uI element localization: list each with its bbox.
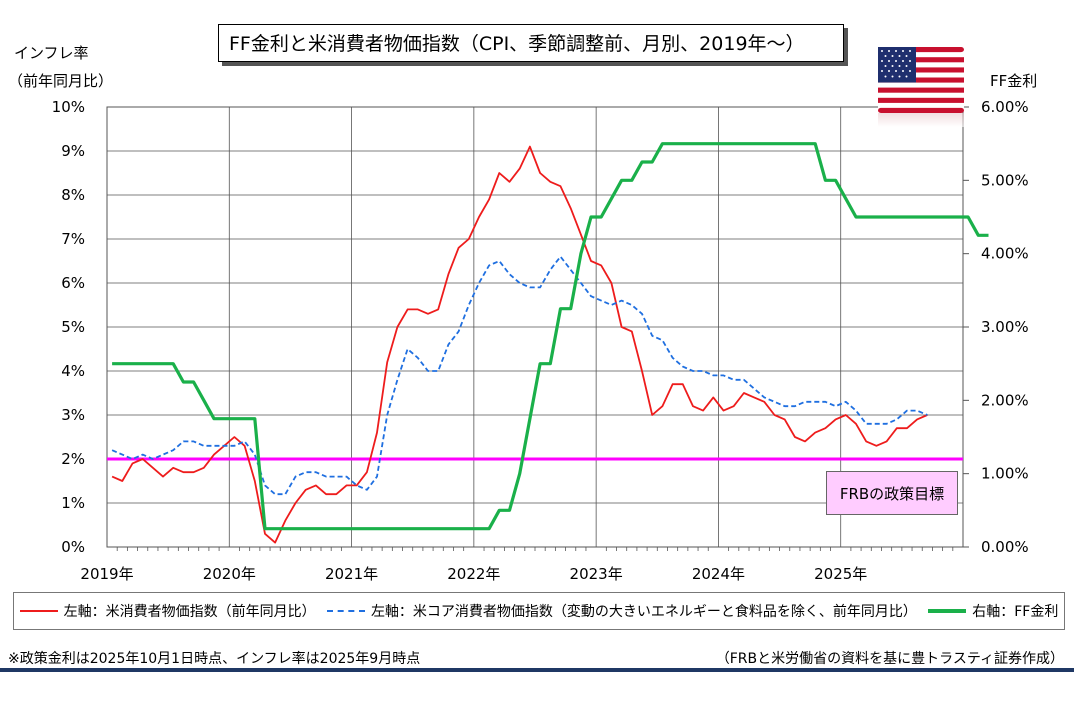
legend-item-cpi: 左軸：米消費者物価指数（前年同月比） — [19, 601, 316, 621]
series-line-core-cpi — [111, 255, 928, 496]
left-tick-label: 5% — [61, 318, 85, 336]
right-tick-label: 4.00% — [981, 245, 1029, 263]
target-label-box: FRBの政策目標 — [826, 471, 958, 515]
x-tick-label: 2019年 — [80, 565, 133, 583]
series-line-cpi — [111, 145, 928, 544]
left-tick-label: 3% — [61, 406, 85, 424]
right-tick-label: 1.00% — [981, 465, 1029, 483]
right-axis-title: FF金利 — [990, 72, 1038, 90]
legend-item-ff-rate: 右軸：FF金利 — [928, 601, 1058, 621]
legend-label-cpi: 左軸：米消費者物価指数（前年同月比） — [63, 604, 316, 620]
bottom-rule — [0, 668, 1074, 672]
right-tick-label: 3.00% — [981, 318, 1029, 336]
x-tick-label: 2021年 — [325, 565, 378, 583]
legend-label-core-cpi: 左軸：米コア消費者物価指数（変動の大きいエネルギーと食料品を除く、前年同月比） — [370, 604, 917, 620]
left-tick-label: 8% — [61, 186, 85, 204]
right-tick-label: 6.00% — [981, 98, 1029, 116]
right-tick-label: 5.00% — [981, 171, 1029, 189]
legend-swatch-cpi — [19, 610, 58, 612]
left-axis-ticks: 0% 1% 2% 3% 4% 5% 6% 7% 8% 9% 10% — [52, 98, 85, 556]
flag-reflection — [878, 113, 964, 127]
left-tick-label: 2% — [61, 450, 85, 468]
legend-label-ff-rate: 右軸：FF金利 — [972, 604, 1059, 620]
left-tick-label: 0% — [61, 538, 85, 556]
legend-item-core-cpi: 左軸：米コア消費者物価指数（変動の大きいエネルギーと食料品を除く、前年同月比） — [326, 601, 917, 621]
left-axis-title-line2: （前年同月比） — [8, 72, 114, 90]
left-tick-label: 10% — [52, 98, 85, 116]
left-tick-label: 6% — [61, 274, 85, 292]
x-tick-label: 2025年 — [814, 565, 867, 583]
series-lines — [107, 142, 989, 544]
legend-swatch-ff-rate — [928, 609, 967, 613]
left-tick-label: 1% — [61, 494, 85, 512]
series-line-ff-rate — [112, 142, 989, 531]
legend-swatch-core-cpi — [326, 610, 365, 612]
us-flag-icon — [878, 47, 964, 113]
footnote-right: （FRBと米労働省の資料を基に豊トラスティ証券作成） — [715, 651, 1064, 667]
x-tick-label: 2023年 — [570, 565, 623, 583]
left-tick-label: 9% — [61, 142, 85, 160]
x-tick-label: 2022年 — [447, 565, 500, 583]
x-axis-ticks: 2019年 2020年 2021年 2022年 2023年 2024年 2025年 — [80, 547, 954, 583]
right-tick-label: 2.00% — [981, 391, 1029, 409]
left-axis-title-line1: インフレ率 — [14, 44, 89, 62]
left-tick-label: 4% — [61, 362, 85, 380]
footnote-left: ※政策金利は2025年10月1日時点、インフレ率は2025年9月時点 — [8, 651, 421, 667]
grid-lines — [106, 106, 964, 548]
legend: 左軸：米消費者物価指数（前年同月比） 左軸：米コア消費者物価指数（変動の大きいエ… — [13, 592, 1065, 630]
x-tick-label: 2020年 — [203, 565, 256, 583]
left-tick-label: 7% — [61, 230, 85, 248]
chart-title: FF金利と米消費者物価指数（CPI、季節調整前、月別、2019年～） — [218, 24, 844, 62]
right-tick-label: 0.00% — [981, 538, 1029, 556]
x-tick-label: 2024年 — [692, 565, 745, 583]
right-axis-ticks: 0.00% 1.00% 2.00% 3.00% 4.00% 5.00% 6.00% — [963, 98, 1029, 556]
